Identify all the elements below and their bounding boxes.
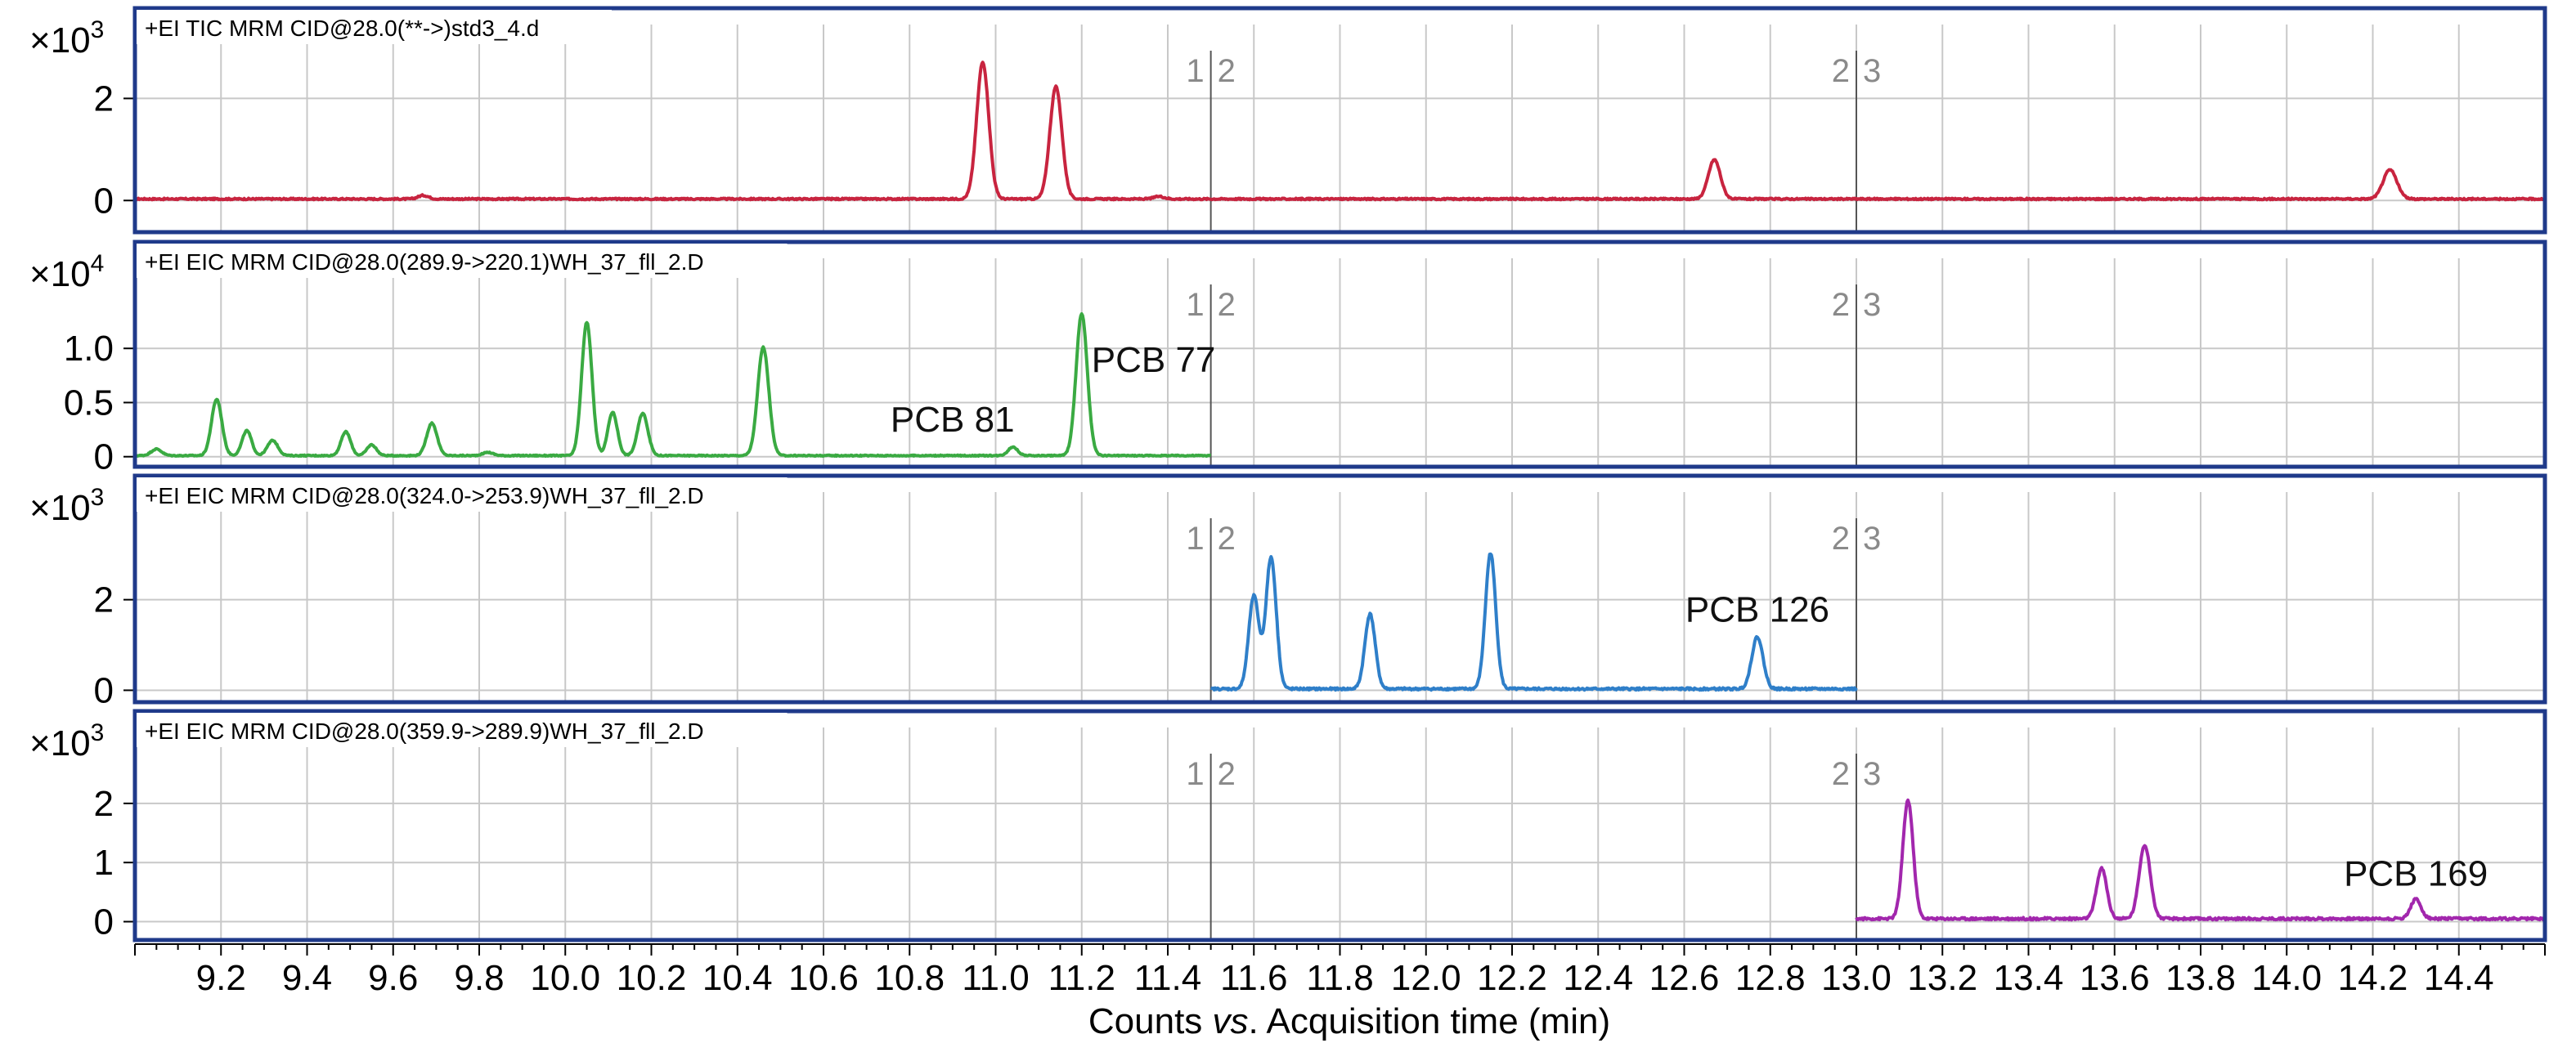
x-tick-label: 11.6: [1220, 958, 1287, 998]
x-axis-label-em: vs: [1213, 1001, 1249, 1041]
x-tick-label: 11.8: [1306, 958, 1373, 998]
exponent-power: 3: [91, 16, 105, 43]
panel-title-bg: [137, 10, 612, 44]
exponent-power: 3: [91, 484, 105, 511]
y-tick-label: 1: [94, 843, 114, 883]
trace-line: [1855, 798, 2547, 922]
x-tick-label: 14.2: [2338, 958, 2408, 998]
panel-title: +EI EIC MRM CID@28.0(324.0->253.9)WH_37_…: [145, 483, 704, 508]
x-tick-label: 12.4: [1563, 958, 1633, 998]
peak-label: PCB 126: [1685, 590, 1829, 630]
panel-1: 1 2 2 302×103 +EI TIC MRM CID@28.0(**->)std3…: [29, 6, 2547, 235]
exponent-base: ×10: [29, 723, 91, 763]
segment-label-right: 3: [1863, 521, 1881, 557]
panel-frame: [132, 239, 2547, 469]
trace-line: [133, 312, 1212, 458]
segment-label-left: 1: [1186, 287, 1204, 323]
segment-label-right: 2: [1218, 287, 1236, 323]
y-tick-label: 0.5: [64, 383, 114, 423]
panel-title: +EI EIC MRM CID@28.0(289.9->220.1)WH_37_…: [145, 249, 704, 275]
trace-line: [1209, 552, 1858, 692]
y-tick-label: 2: [94, 78, 114, 119]
panel-frame: [132, 709, 2547, 942]
segment-label-right: 3: [1863, 53, 1881, 89]
panel-title-bg: [137, 244, 788, 278]
segment-label-right: 3: [1863, 287, 1881, 323]
panel-title-bg: [137, 713, 788, 747]
panels-layer: 1 2 2 302×103 +EI TIC MRM CID@28.0(**->)std3…: [29, 6, 2547, 942]
x-tick-label: 10.8: [874, 958, 945, 998]
panel-frame: [132, 473, 2547, 705]
x-tick-label: 9.8: [454, 958, 504, 998]
x-tick-label: 12.6: [1649, 958, 1720, 998]
x-tick-label: 13.0: [1821, 958, 1892, 998]
exponent-base: ×10: [29, 20, 91, 60]
x-axis-label: Counts vs. Acquisition time (min): [1088, 1001, 1610, 1041]
segment-label-right: 2: [1218, 53, 1236, 89]
segment-label-right: 3: [1863, 756, 1881, 792]
exponent-base: ×10: [29, 254, 91, 294]
x-tick-label: 13.6: [2080, 958, 2150, 998]
x-tick-label: 9.4: [282, 958, 332, 998]
x-axis-label-pre: Counts: [1088, 1001, 1213, 1041]
x-tick-label: 10.4: [702, 958, 773, 998]
x-tick-label: 10.6: [788, 958, 859, 998]
segment-label-left: 1: [1186, 756, 1204, 792]
x-tick-label: 13.8: [2165, 958, 2236, 998]
x-tick-label: 9.2: [196, 958, 246, 998]
trace-line: [134, 60, 2547, 202]
segment-label-left: 2: [1832, 521, 1850, 557]
x-axis-label-post: . Acquisition time (min): [1249, 1001, 1611, 1041]
y-exponent-label: ×104: [29, 250, 104, 294]
x-tick-label: 13.2: [1907, 958, 1977, 998]
y-exponent-label: ×103: [29, 719, 104, 763]
x-tick-label: 11.4: [1134, 958, 1201, 998]
y-exponent-label: ×103: [29, 484, 104, 528]
segment-label-right: 2: [1218, 521, 1236, 557]
peak-label: PCB 169: [2344, 854, 2488, 894]
exponent-base: ×10: [29, 488, 91, 528]
y-tick-label: 0: [94, 902, 114, 942]
y-tick-label: 1.0: [64, 329, 114, 369]
peak-label: PCB 81: [891, 400, 1015, 440]
y-exponent-label: ×103: [29, 16, 104, 60]
x-tick-label: 12.8: [1735, 958, 1806, 998]
panel-title: +EI EIC MRM CID@28.0(359.9->289.9)WH_37_…: [145, 718, 704, 744]
x-tick-label: 14.0: [2251, 958, 2322, 998]
segment-label-right: 2: [1218, 756, 1236, 792]
x-tick-label: 13.4: [1994, 958, 2064, 998]
y-tick-label: 2: [94, 784, 114, 824]
segment-label-left: 1: [1186, 53, 1204, 89]
x-tick-label: 10.0: [530, 958, 600, 998]
x-tick-label: 11.2: [1048, 958, 1115, 998]
segment-label-left: 2: [1832, 287, 1850, 323]
x-tick-label: 9.6: [368, 958, 418, 998]
y-tick-label: 0: [94, 437, 114, 477]
exponent-power: 3: [91, 719, 105, 746]
segment-label-left: 1: [1186, 521, 1204, 557]
y-tick-label: 2: [94, 580, 114, 620]
exponent-power: 4: [91, 250, 105, 277]
panel-title: +EI TIC MRM CID@28.0(**->)std3_4.d: [145, 16, 539, 41]
x-tick-label: 12.0: [1391, 958, 1461, 998]
x-tick-label: 12.2: [1477, 958, 1547, 998]
y-tick-label: 0: [94, 181, 114, 221]
y-tick-label: 0: [94, 670, 114, 710]
segment-label-left: 2: [1832, 756, 1850, 792]
x-tick-label: 14.4: [2424, 958, 2494, 998]
x-tick-label: 11.0: [962, 958, 1029, 998]
panel-title-bg: [137, 477, 788, 512]
x-tick-label: 10.2: [617, 958, 687, 998]
panel-frame: [132, 6, 2547, 235]
segment-label-left: 2: [1832, 53, 1850, 89]
peak-label: PCB 77: [1092, 340, 1216, 380]
x-axis: 9.2 9.4 9.6 9.8 10.0 10.2 10.4 10.6 10.8 11.0 11.2…: [134, 943, 2546, 998]
